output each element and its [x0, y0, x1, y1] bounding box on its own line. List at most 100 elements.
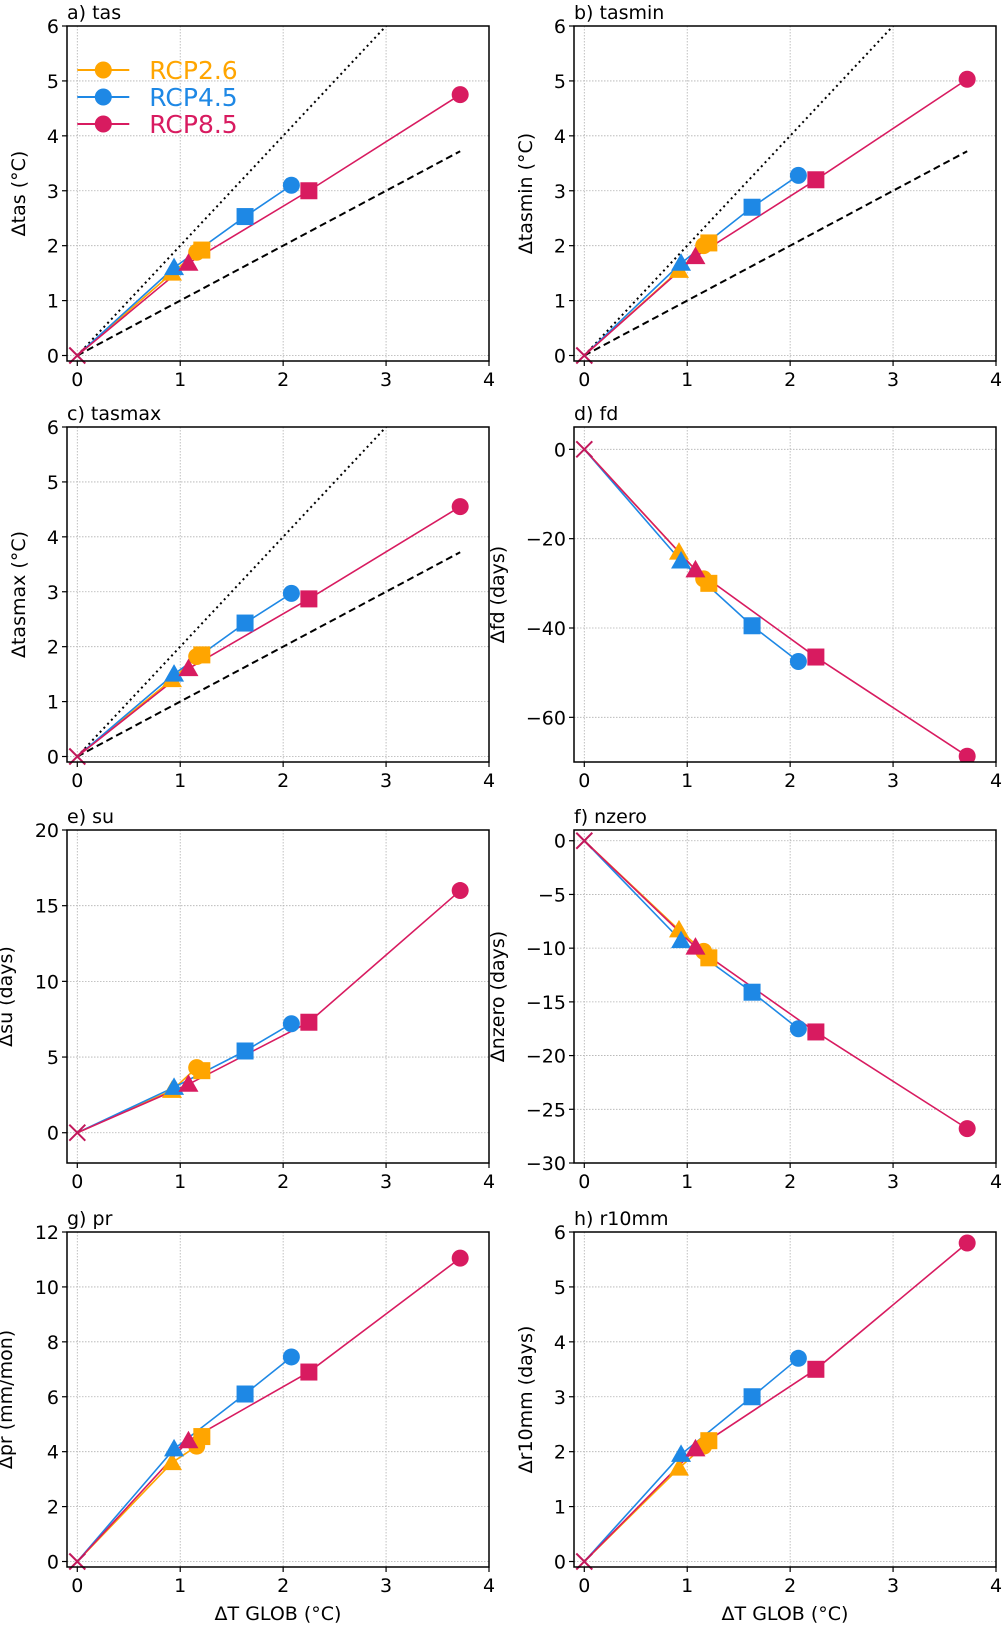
marker-square-rcp45 — [236, 1385, 254, 1403]
x-tick-label: 0 — [578, 770, 590, 792]
x-tick-label: 0 — [578, 1171, 590, 1193]
x-tick-label: 3 — [887, 770, 899, 792]
panel-title: h) r10mm — [574, 1208, 669, 1230]
series-line-rcp85 — [583, 448, 968, 757]
marker-square-rcp85 — [807, 1023, 825, 1041]
marker-square-rcp85 — [300, 182, 318, 200]
marker-circle-rcp26 — [188, 1059, 206, 1077]
x-tick-label: 1 — [174, 770, 186, 792]
x-tick-label: 4 — [990, 1171, 1002, 1193]
y-axis-label: Δtas (°C) — [8, 151, 30, 237]
x-tick-label: 1 — [681, 1575, 693, 1597]
y-tick-label: 1 — [554, 1497, 566, 1519]
marker-triangle-rcp85 — [178, 253, 199, 271]
y-tick-label: 0 — [47, 1552, 59, 1574]
legend-marker — [94, 88, 112, 106]
x-tick-label: 2 — [784, 1171, 796, 1193]
panel-title: d) fd — [574, 403, 618, 425]
axes-frame — [66, 829, 490, 1164]
panel-h: 0 1 2 3 4 0 1 2 3 4 5 6 h) r10mm Δr10mm (days) ΔT GLOB… — [515, 1208, 1002, 1625]
series-line-rcp45 — [76, 1356, 292, 1563]
x-tick-label: 4 — [990, 369, 1002, 391]
panel-title: a) tas — [67, 2, 121, 24]
plot-area — [76, 26, 469, 357]
y-tick-label: 12 — [35, 1222, 59, 1244]
y-tick-label: 2 — [47, 637, 59, 659]
plot-area — [76, 427, 469, 758]
y-tick-label: 3 — [554, 1387, 566, 1409]
x-tick-label: 1 — [174, 369, 186, 391]
marker-circle-rcp85 — [451, 882, 469, 900]
x-tick-label: 0 — [578, 1575, 590, 1597]
reference-line-dashed — [76, 150, 461, 357]
marker-triangle-rcp45 — [164, 1077, 185, 1095]
marker-triangle-rcp85 — [178, 1430, 199, 1449]
x-tick-label: 4 — [483, 1171, 495, 1193]
marker-circle-rcp85 — [451, 498, 469, 516]
y-tick-label: 5 — [47, 1047, 59, 1069]
legend-label: RCP2.6 — [149, 56, 237, 85]
plot-area — [583, 840, 976, 1138]
marker-circle-rcp85 — [958, 70, 976, 88]
x-tick-label: 3 — [380, 1171, 392, 1193]
y-tick-label: 8 — [47, 1332, 59, 1354]
marker-square-rcp45 — [236, 614, 254, 632]
series-line-rcp85 — [76, 889, 461, 1134]
x-tick-label: 3 — [380, 770, 392, 792]
x-tick-label: 0 — [71, 1171, 83, 1193]
x-tick-label: 0 — [71, 369, 83, 391]
reference-line-dashed — [583, 150, 968, 357]
y-tick-label: 5 — [554, 1277, 566, 1299]
reference-line-dotted — [76, 427, 387, 758]
x-tick-label: 2 — [277, 1575, 289, 1597]
x-tick-label: 2 — [784, 770, 796, 792]
x-axis-label: ΔT GLOB (°C) — [722, 1603, 849, 1625]
x-tick-label: 3 — [380, 1575, 392, 1597]
marker-square-rcp85 — [300, 1363, 318, 1381]
legend-marker — [94, 61, 112, 79]
y-tick-label: 4 — [47, 1442, 59, 1464]
marker-circle-rcp85 — [958, 1120, 976, 1138]
panel-title: b) tasmin — [574, 2, 664, 24]
marker-square-rcp85 — [807, 1360, 825, 1378]
x-axis-label: ΔT GLOB (°C) — [215, 1603, 342, 1625]
x-tick-label: 2 — [277, 770, 289, 792]
marker-triangle-rcp26 — [161, 1452, 182, 1471]
y-tick-label: 2 — [554, 1442, 566, 1464]
x-tick-label: 2 — [784, 1575, 796, 1597]
y-tick-label: 0 — [47, 1123, 59, 1145]
y-tick-label: 2 — [47, 1497, 59, 1519]
marker-circle-rcp85 — [958, 1234, 976, 1252]
panel-a: 0 1 2 3 4 0 1 2 3 4 5 6 a) tas Δtas (°C) RCP2.6RCP4.5R… — [8, 2, 495, 391]
marker-circle-rcp45 — [789, 1349, 807, 1367]
reference-line-dotted — [583, 26, 894, 357]
series-line-rcp45 — [583, 1357, 799, 1563]
panel-title: f) nzero — [574, 806, 647, 828]
y-tick-label: −30 — [526, 1153, 566, 1175]
y-tick-label: 0 — [554, 439, 566, 461]
legend-marker — [94, 115, 112, 133]
marker-triangle-rcp26 — [668, 1458, 689, 1476]
y-tick-label: −15 — [526, 992, 566, 1014]
y-tick-label: 4 — [554, 126, 566, 148]
marker-square-rcp45 — [743, 1388, 761, 1406]
y-tick-label: 0 — [554, 346, 566, 368]
x-tick-label: 1 — [681, 770, 693, 792]
panel-c: 0 1 2 3 4 0 1 2 3 4 5 6 c) tasmax Δtasmax (°C) — [8, 403, 495, 792]
y-tick-label: −40 — [526, 618, 566, 640]
series-line-rcp85 — [583, 78, 968, 357]
x-tick-label: 4 — [990, 1575, 1002, 1597]
series-line-rcp85 — [76, 93, 461, 357]
marker-circle-rcp26 — [188, 243, 206, 261]
y-tick-label: −10 — [526, 938, 566, 960]
y-tick-label: −20 — [526, 1046, 566, 1068]
plot-area — [583, 1234, 976, 1563]
y-tick-label: 6 — [554, 16, 566, 38]
x-tick-label: 4 — [483, 369, 495, 391]
x-tick-label: 2 — [784, 369, 796, 391]
y-tick-label: 1 — [554, 291, 566, 313]
x-tick-label: 3 — [887, 1171, 899, 1193]
marker-triangle-rcp45 — [164, 664, 185, 682]
marker-triangle-rcp85 — [685, 246, 706, 265]
